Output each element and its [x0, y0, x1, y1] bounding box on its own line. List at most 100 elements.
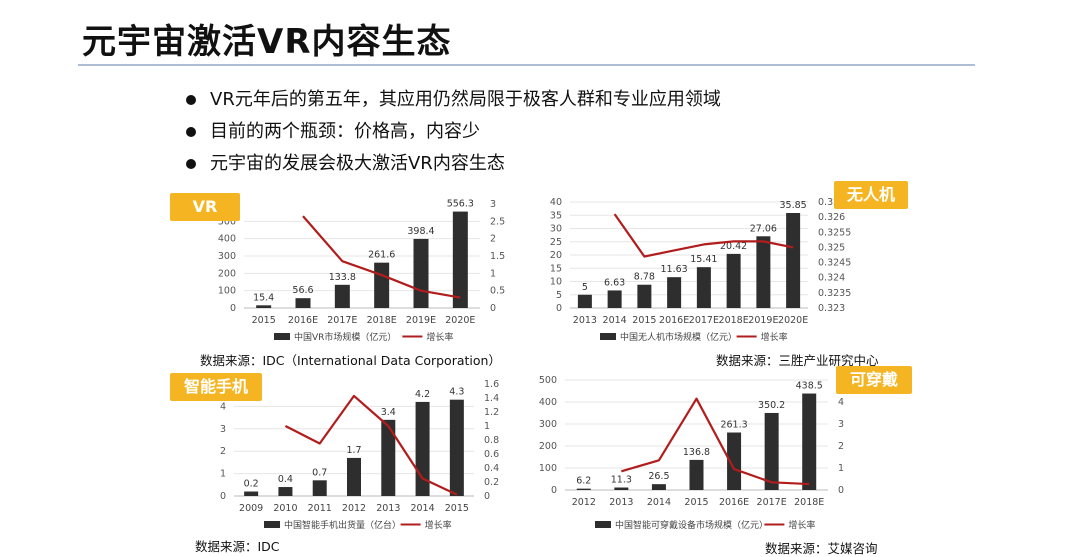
- bar: [651, 484, 666, 490]
- y2-tick-label: 0.8: [484, 435, 499, 446]
- y-tick-label: 0: [220, 491, 226, 502]
- bar: [381, 419, 396, 496]
- x-tick-label: 2015: [252, 315, 276, 326]
- y2-tick-label: 1: [490, 268, 496, 279]
- bar-value-label: 350.2: [758, 400, 785, 411]
- y-tick-label: 0: [230, 303, 236, 314]
- y-tick-label: 400: [218, 234, 236, 245]
- bar-value-label: 0.2: [244, 479, 259, 490]
- bar: [637, 284, 652, 308]
- smartphone-chart-panel: 0 1 2 3 4 0 0.2 0.4 0.6 0.8 1 1.2 1.4 1.6 0.2 2009 0.4 20…: [212, 378, 527, 538]
- legend-bar-swatch: [264, 521, 280, 528]
- x-tick-label: 2017E: [689, 315, 719, 326]
- bar: [696, 267, 711, 308]
- bar-value-label: 6.63: [604, 277, 625, 288]
- wearable-chart-panel: 0 100 200 300 400 500 0 1 2 3 4 6.2 2012 11.3 2013 26.5…: [535, 372, 875, 532]
- y-tick-label: 300: [218, 251, 236, 262]
- bar-value-label: 35.85: [780, 200, 807, 211]
- x-tick-label: 2014: [410, 503, 434, 514]
- drone-chart: 0 5 10 15 20 25 30 35 40 0.323 0.3235 0.324 0.3245 0.…: [550, 197, 851, 343]
- bullet-list: VR元年后的第五年，其应用仍然局限于极客人群和专业应用领域 目前的两个瓶颈：价格…: [186, 84, 721, 180]
- y-tick-label: 2: [220, 446, 226, 457]
- bar-value-label: 0.7: [312, 467, 327, 478]
- y2-tick-label: 1: [484, 421, 490, 432]
- y2-tick-label: 0: [490, 303, 496, 314]
- y-tick-label: 10: [550, 277, 562, 288]
- y-tick-label: 3: [220, 424, 226, 435]
- y2-tick-label: 2.5: [490, 216, 505, 227]
- bar: [256, 305, 272, 308]
- bar-value-label: 3.4: [381, 407, 396, 418]
- y-tick-label: 30: [550, 224, 562, 235]
- bar-value-label: 11.63: [661, 264, 688, 275]
- bar: [334, 284, 350, 308]
- legend-line-label: 增长率: [788, 519, 815, 531]
- bar-value-label: 15.41: [690, 254, 717, 265]
- bar-value-label: 0.4: [278, 474, 293, 485]
- bar-value-label: 26.5: [648, 471, 669, 482]
- legend-line-label: 增长率: [761, 331, 788, 343]
- title-divider: [78, 64, 975, 66]
- vr-tag: VR: [170, 193, 240, 221]
- y2-tick-label: 0.3235: [818, 288, 851, 299]
- bullet-item: 元宇宙的发展会极大激活VR内容生态: [186, 148, 721, 180]
- page-title: 元宇宙激活VR内容生态: [82, 22, 452, 62]
- bullet-text: 元宇宙的发展会极大激活VR内容生态: [210, 153, 505, 174]
- legend-bar-swatch: [274, 333, 290, 340]
- y2-tick-label: 1.6: [484, 379, 499, 390]
- y-tick-label: 300: [539, 419, 557, 430]
- bar-value-label: 8.78: [634, 272, 655, 283]
- x-tick-label: 2011: [308, 503, 332, 514]
- x-tick-label: 2010: [273, 503, 297, 514]
- bar-value-label: 6.2: [576, 476, 591, 487]
- y-tick-label: 4: [220, 401, 226, 412]
- x-tick-label: 2019E: [406, 315, 436, 326]
- y2-tick-label: 0.2: [484, 477, 499, 488]
- legend-bar-label: 中国无人机市场规模（亿元）: [620, 331, 737, 343]
- bar: [449, 399, 464, 496]
- x-tick-label: 2017E: [327, 315, 357, 326]
- y2-tick-label: 0: [838, 485, 844, 496]
- y2-tick-label: 1.2: [484, 407, 499, 418]
- vr-chart-panel: 0 100 200 300 400 500 0 0.5 1 1.5 2 2.5 3 15.4 2015 56.…: [212, 190, 512, 350]
- y-tick-label: 100: [539, 463, 557, 474]
- y-tick-label: 15: [550, 263, 562, 274]
- smartphone-tag: 智能手机: [170, 373, 262, 401]
- x-tick-label: 2015: [445, 503, 469, 514]
- legend-bar-swatch: [600, 333, 616, 340]
- bar: [576, 488, 591, 490]
- vr-chart: 0 100 200 300 400 500 0 0.5 1 1.5 2 2.5 3 15.4 2015 56.…: [218, 199, 505, 343]
- y-tick-label: 20: [550, 250, 562, 261]
- x-tick-label: 2017E: [757, 497, 787, 508]
- bar: [452, 211, 468, 308]
- bullet-dot-icon: [186, 95, 196, 105]
- y-tick-label: 500: [218, 216, 236, 227]
- bullet-item: 目前的两个瓶颈：价格高，内容少: [186, 116, 721, 148]
- drone-chart-panel: 0 5 10 15 20 25 30 35 40 0.323 0.3235 0.324 0.3245 0.…: [540, 190, 870, 350]
- x-tick-label: 2015: [632, 315, 656, 326]
- drone-tag: 无人机: [834, 181, 908, 209]
- y-tick-label: 200: [218, 268, 236, 279]
- bullet-item: VR元年后的第五年，其应用仍然局限于极客人群和专业应用领域: [186, 84, 721, 116]
- legend-bar-label: 中国智能手机出货量（亿台）: [284, 519, 401, 531]
- x-tick-label: 2014: [603, 315, 627, 326]
- x-tick-label: 2019E: [748, 315, 778, 326]
- bar-value-label: 15.4: [253, 292, 274, 303]
- legend-bar-label: 中国VR市场规模（亿元）: [294, 331, 396, 343]
- x-tick-label: 2020E: [778, 315, 808, 326]
- vr-source: 数据来源：IDC（International Data Corporation）: [200, 353, 501, 368]
- bullet-text: VR元年后的第五年，其应用仍然局限于极客人群和专业应用领域: [210, 89, 721, 110]
- bar-value-label: 133.8: [329, 272, 356, 283]
- y2-tick-label: 0.325: [818, 242, 845, 253]
- y2-tick-label: 3: [490, 199, 496, 210]
- bar: [786, 212, 801, 308]
- x-tick-label: 2013: [609, 497, 633, 508]
- y2-tick-label: 0.3255: [818, 227, 851, 238]
- y-tick-label: 400: [539, 397, 557, 408]
- smartphone-chart: 0 1 2 3 4 0 0.2 0.4 0.6 0.8 1 1.2 1.4 1.6 0.2 2009 0.4 20…: [220, 379, 499, 531]
- bar: [295, 298, 311, 308]
- bar: [726, 253, 741, 308]
- bar: [374, 262, 390, 308]
- y2-tick-label: 0.3245: [818, 258, 851, 269]
- y2-tick-label: 1.5: [490, 251, 505, 262]
